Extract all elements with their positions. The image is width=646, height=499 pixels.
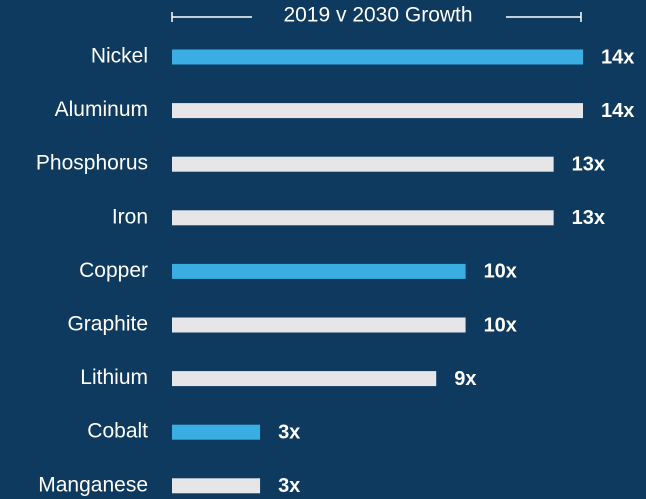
bar — [172, 49, 583, 65]
bar — [172, 317, 466, 333]
bar — [172, 478, 261, 494]
category-label: Phosphorus — [36, 152, 148, 175]
category-label: Copper — [79, 259, 148, 282]
category-label: Cobalt — [87, 420, 148, 443]
value-label: 13x — [572, 207, 605, 229]
bar — [172, 371, 437, 387]
bar — [172, 424, 261, 440]
value-label: 10x — [484, 314, 517, 336]
value-label: 13x — [572, 153, 605, 175]
chart-title: 2019 v 2030 Growth — [283, 4, 472, 27]
category-label: Nickel — [91, 45, 148, 68]
bar — [172, 210, 554, 226]
category-label: Manganese — [38, 473, 148, 496]
bar — [172, 103, 583, 119]
category-label: Iron — [112, 205, 148, 228]
value-label: 14x — [601, 100, 634, 122]
bar — [172, 156, 554, 172]
value-label: 14x — [601, 46, 634, 68]
category-label: Lithium — [80, 366, 148, 389]
value-label: 3x — [278, 475, 300, 497]
title-bracket — [171, 12, 582, 22]
category-label: Aluminum — [55, 98, 148, 121]
bar — [172, 263, 466, 279]
value-label: 10x — [484, 261, 517, 283]
category-label: Graphite — [67, 313, 148, 336]
value-label: 3x — [278, 421, 300, 443]
value-label: 9x — [454, 368, 476, 390]
